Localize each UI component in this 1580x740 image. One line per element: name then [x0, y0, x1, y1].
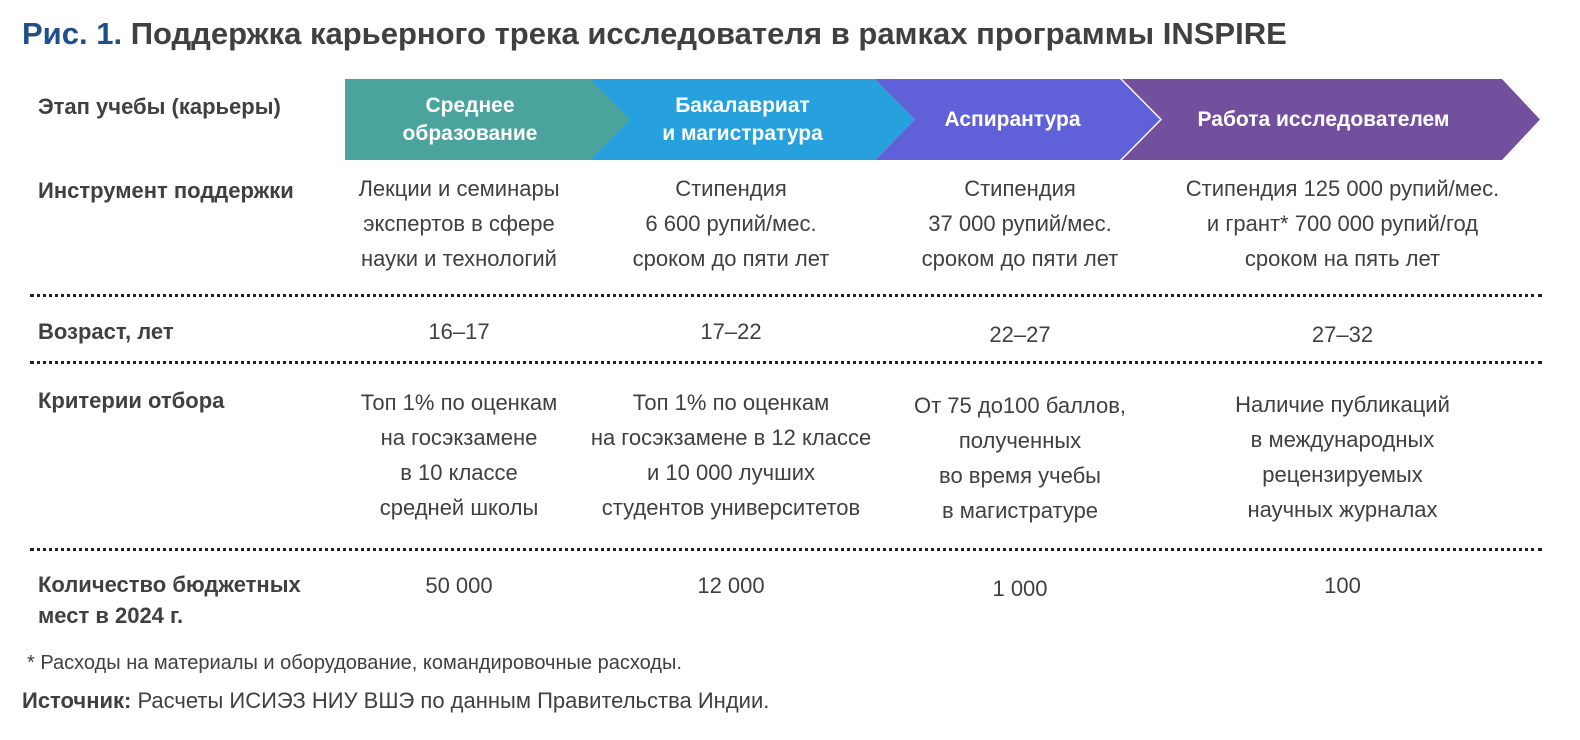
dotted-divider	[30, 294, 1542, 297]
age-cell: 17–22	[700, 319, 762, 344]
stage-arrow-researcher: Работа исследователем	[1122, 79, 1540, 160]
row-label-age: Возраст, лет	[38, 319, 174, 344]
criteria-line: Наличие публикаций	[1235, 392, 1450, 417]
tool-line: 6 600 рупий/мес.	[645, 211, 817, 236]
tool-line: Лекции и семинары	[358, 176, 560, 201]
stage-label-line: Аспирантура	[944, 107, 1081, 131]
tool-line: сроком на пять лет	[1244, 246, 1441, 271]
criteria-cell: Наличие публикаций в международных рецен…	[1150, 387, 1535, 527]
criteria-cell: Топ 1% по оценкам на госэкзамене в 10 кл…	[340, 385, 578, 525]
age-cell: 16–17	[428, 319, 490, 344]
criteria-line: в международных	[1250, 427, 1435, 452]
criteria-line: во время учебы	[939, 463, 1101, 488]
row-label-places-line2: мест в 2024 г.	[38, 603, 184, 628]
criteria-line: и 10 000 лучших	[646, 460, 816, 485]
tool-line: и грант* 700 000 рупий/год	[1206, 211, 1479, 236]
stage-label-line: Работа исследователем	[1197, 107, 1450, 131]
tool-cell: Лекции и семинары экспертов в сфере наук…	[340, 171, 578, 276]
tool-cell: Стипендия 6 600 рупий/мес. сроком до пят…	[575, 171, 887, 276]
criteria-line: на госэкзамене	[380, 425, 538, 450]
figure-title: Рис. 1. Поддержка карьерного трека иссле…	[22, 16, 1287, 52]
places-cell: 50 000	[425, 573, 493, 598]
dotted-divider	[30, 361, 1542, 364]
tool-cell: Стипендия 125 000 рупий/мес. и грант* 70…	[1150, 171, 1535, 276]
tool-line: Стипендия 125 000 рупий/мес.	[1185, 176, 1500, 201]
criteria-line: на госэкзамене в 12 классе	[590, 425, 872, 450]
criteria-line: научных журналах	[1247, 497, 1438, 522]
criteria-line: полученных	[958, 428, 1082, 453]
criteria-line: рецензируемых	[1262, 462, 1423, 487]
tool-cell: Стипендия 37 000 рупий/мес. сроком до пя…	[890, 171, 1150, 276]
figure-title-text: Поддержка карьерного трека исследователя…	[130, 16, 1287, 51]
stage-arrow-postgraduate: Аспирантура	[875, 79, 1160, 160]
source-note: Источник: Расчеты ИСИЭЗ НИУ ВШЭ по данны…	[22, 688, 769, 714]
tool-line: сроком до пяти лет	[921, 246, 1119, 271]
criteria-line: в магистратуре	[941, 498, 1099, 523]
footnote: * Расходы на материалы и оборудование, к…	[27, 652, 682, 674]
tool-line: сроком до пяти лет	[632, 246, 830, 271]
places-cell: 100	[1324, 573, 1361, 598]
stage-label-line: Бакалавриат	[675, 93, 810, 117]
age-cell: 27–32	[1311, 322, 1374, 347]
places-cell: 12 000	[697, 573, 765, 598]
source-text: Расчеты ИСИЭЗ НИУ ВШЭ по данным Правител…	[137, 688, 770, 713]
criteria-line: Топ 1% по оценкам	[360, 390, 558, 415]
criteria-cell: Топ 1% по оценкам на госэкзамене в 12 кл…	[575, 385, 887, 525]
figure-number: Рис. 1.	[22, 16, 123, 51]
row-label-places-line1: Количество бюджетных	[38, 572, 301, 597]
criteria-cell: От 75 до100 баллов, полученных во время …	[890, 388, 1150, 528]
criteria-line: От 75 до100 баллов,	[913, 393, 1127, 418]
row-label-stage: Этап учебы (карьеры)	[38, 94, 281, 119]
tool-line: Стипендия	[964, 176, 1076, 201]
tool-line: науки и технологий	[361, 246, 557, 271]
row-label-criteria: Критерии отбора	[38, 388, 225, 413]
row-label-places: Количество бюджетных мест в 2024 г.	[38, 569, 301, 631]
dotted-divider	[30, 548, 1542, 551]
stage-label-line: и магистратура	[662, 121, 823, 145]
age-cell: 22–27	[989, 322, 1051, 347]
criteria-line: Топ 1% по оценкам	[632, 390, 830, 415]
stage-label-line: Среднее	[425, 93, 515, 117]
places-cell: 1 000	[992, 576, 1048, 601]
tool-line: Стипендия	[675, 176, 787, 201]
stage-label-line: образование	[402, 121, 538, 145]
criteria-line: в 10 классе	[400, 460, 518, 485]
stage-arrow-secondary: Среднее образование	[345, 79, 635, 160]
stage-arrows: Среднее образование Бакалавриат и магист…	[345, 79, 1540, 160]
stage-arrow-bachelor-master: Бакалавриат и магистратура	[590, 79, 915, 160]
source-label: Источник:	[22, 688, 132, 713]
criteria-line: средней школы	[379, 495, 539, 520]
criteria-line: студентов университетов	[601, 495, 861, 520]
tool-line: 37 000 рупий/мес.	[928, 211, 1112, 236]
tool-line: экспертов в сфере	[363, 211, 555, 236]
row-label-tool: Инструмент поддержки	[38, 178, 294, 203]
